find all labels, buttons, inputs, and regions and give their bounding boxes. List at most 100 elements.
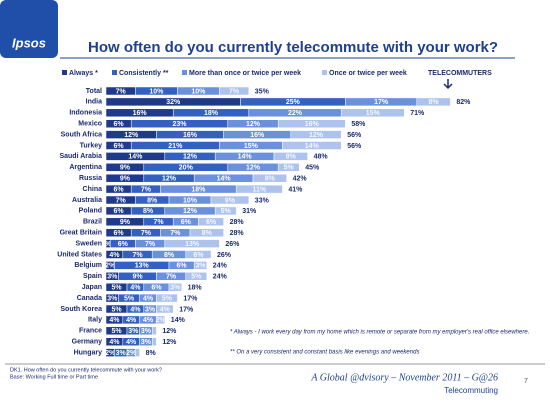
total-label: 12% — [162, 339, 177, 346]
bar-segment — [210, 195, 250, 205]
data-label: 21% — [168, 143, 183, 150]
data-label: 3% — [145, 306, 156, 313]
data-label: 5% — [162, 295, 173, 302]
total-label: 28% — [230, 230, 245, 237]
totals-header: TELECOMMUTERS — [428, 70, 492, 77]
data-label: 4% — [109, 252, 120, 259]
data-label: 23% — [172, 121, 187, 128]
bar-segment — [193, 261, 208, 270]
data-label: 12% — [162, 176, 177, 183]
category-label: Hungary — [74, 349, 103, 356]
bar-segment — [273, 152, 308, 161]
category-label: Argentina — [69, 164, 102, 171]
data-label: 16% — [250, 132, 265, 139]
total-label: 28% — [230, 219, 245, 226]
data-label: 7% — [170, 230, 181, 237]
data-label: 18% — [191, 186, 206, 193]
category-label: Belgium — [74, 262, 102, 269]
total-label: 58% — [351, 121, 366, 128]
data-label: 8% — [147, 197, 158, 204]
bar-segment — [198, 217, 224, 227]
category-label: South Korea — [60, 306, 102, 313]
data-label: 16% — [133, 110, 148, 117]
category-label: Great Britain — [60, 230, 102, 237]
total-label: 24% — [213, 263, 228, 270]
data-label: 14% — [305, 143, 320, 150]
data-label: 7% — [116, 197, 127, 204]
category-label: Poland — [79, 208, 102, 215]
data-label: 9% — [120, 176, 131, 183]
data-label: 2% — [105, 350, 116, 357]
data-label: 12% — [246, 121, 261, 128]
data-label: 8% — [143, 208, 154, 215]
data-label: 4% — [143, 317, 154, 324]
total-label: 42% — [293, 176, 308, 183]
data-label: 14% — [128, 154, 143, 161]
total-label: 56% — [347, 132, 362, 139]
source: Base: Working Full time or Part time — [10, 374, 98, 380]
data-label: 15% — [244, 143, 259, 150]
footer-topic: Telecommuting — [444, 386, 498, 395]
data-label: 13% — [135, 263, 150, 270]
footnote: ** On a very consistent and constant bas… — [230, 350, 419, 356]
legend-label: Consistently ** — [119, 70, 169, 77]
data-label: 6% — [181, 219, 192, 226]
data-label: 12% — [183, 208, 198, 215]
data-label: 5% — [124, 295, 135, 302]
total-label: 41% — [288, 186, 303, 193]
category-label: India — [86, 99, 102, 106]
bar-segment — [416, 97, 451, 107]
data-label: 6% — [177, 263, 188, 270]
bar-segment — [135, 348, 140, 357]
data-label: 10% — [191, 88, 206, 95]
bar-segment — [277, 163, 300, 172]
total-label: 45% — [305, 165, 320, 172]
data-label: 7% — [141, 186, 152, 193]
data-label: 4% — [109, 317, 120, 324]
data-label: 5% — [284, 165, 295, 172]
bar-segment — [164, 239, 220, 248]
data-label: 9% — [225, 197, 236, 204]
data-label: 2% — [105, 263, 116, 270]
legend-swatch — [62, 70, 67, 75]
total-label: 31% — [242, 208, 257, 215]
bar-segment — [156, 304, 174, 314]
data-label: 2% — [156, 317, 167, 324]
data-label: 7% — [116, 88, 127, 95]
data-label: 6% — [114, 230, 125, 237]
bar-segment — [168, 282, 182, 292]
data-label: 10% — [149, 88, 164, 95]
legend-swatch — [322, 70, 327, 75]
data-label: 4% — [130, 285, 141, 292]
legend-swatch — [112, 70, 117, 75]
category-label: China — [83, 186, 103, 193]
bar-segment — [340, 108, 405, 118]
data-label: 22% — [288, 110, 303, 117]
chart-title: How often do you currently telecommute w… — [88, 39, 498, 56]
data-label: 3% — [107, 274, 118, 281]
bar-segment — [156, 315, 166, 325]
category-label: Russia — [79, 175, 102, 182]
data-label: 4% — [160, 306, 171, 313]
data-label: 5% — [111, 285, 122, 292]
data-label: 4% — [109, 339, 120, 346]
data-label: 6% — [206, 219, 217, 226]
bar-segment — [185, 272, 208, 281]
data-label: 6% — [118, 241, 129, 248]
data-label: 5% — [221, 208, 232, 215]
total-label: 24% — [213, 274, 228, 281]
data-label: 16% — [183, 132, 198, 139]
logo-box — [0, 0, 58, 58]
category-label: Brazil — [83, 219, 102, 226]
category-label: Turkey — [80, 142, 103, 149]
data-label: 4% — [126, 339, 137, 346]
data-label: 6% — [114, 143, 125, 150]
legend-label: Once or twice per week — [329, 70, 407, 77]
bar-segment — [151, 326, 157, 336]
data-label: 18% — [204, 110, 219, 117]
total-label: 33% — [255, 197, 270, 204]
total-label: 71% — [410, 110, 425, 117]
total-label: 8% — [146, 350, 157, 357]
data-label: 8% — [429, 99, 440, 106]
